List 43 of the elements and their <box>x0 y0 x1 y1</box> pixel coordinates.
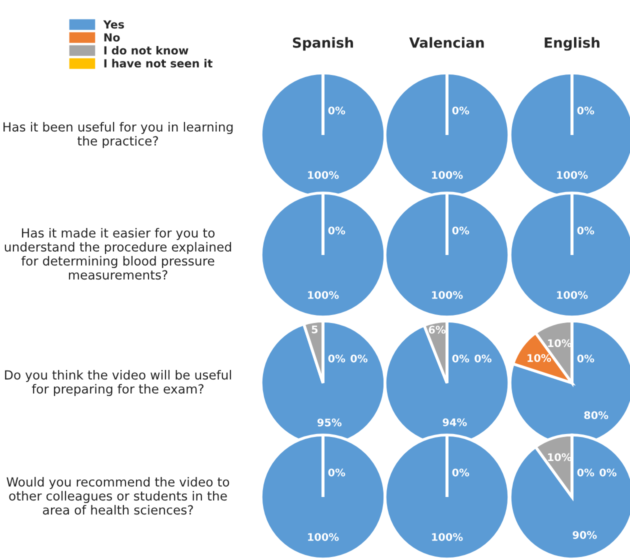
data-label: 100% <box>432 171 463 179</box>
data-label: 80% <box>584 411 608 420</box>
text: 0% <box>577 468 594 476</box>
data-label: 100% <box>557 171 588 179</box>
text: 0% <box>328 106 346 114</box>
data-label: 100% <box>308 171 339 179</box>
text: Would you recommend the video to other colleagues or students in the area of health sciences? <box>6 476 230 515</box>
data-label: 5 <box>312 326 318 334</box>
chart-title: Valencian <box>409 37 484 48</box>
data-label: 100% <box>308 533 339 541</box>
data-label: 10% <box>548 339 572 348</box>
text: 0% <box>577 106 594 114</box>
text: 0% <box>600 468 616 476</box>
data-label: 100% <box>432 533 463 541</box>
text: Do you think the video will be useful for preparing for the exam? <box>5 370 232 396</box>
text: 0% <box>350 354 368 362</box>
data-label: 10% <box>548 453 572 462</box>
legend-label: No <box>104 33 120 42</box>
text: Has it made it easier for you to understand the procedure explained for determining blood pressure measurements? <box>4 228 232 280</box>
text: 0% <box>452 354 470 362</box>
text: 0% <box>452 226 470 234</box>
text: 0% <box>577 354 594 362</box>
chart-title: English <box>544 37 600 51</box>
text: 0% <box>328 354 346 362</box>
text: Has it been useful for you in learning the practice? <box>3 122 233 148</box>
text: 0% <box>452 468 470 476</box>
data-label: 100% <box>432 291 463 299</box>
text: Spanish <box>292 37 353 51</box>
text: 0% <box>452 106 470 114</box>
legend-label: I do not know <box>104 46 188 55</box>
data-label: 94% <box>442 418 467 426</box>
legend-label: Yes <box>103 20 124 29</box>
text: 0% <box>474 354 492 362</box>
data-label: 100% <box>557 291 588 299</box>
legend-label: I have not seen it <box>104 58 212 68</box>
data-label: 10% <box>528 354 552 362</box>
data-label: 100% <box>308 291 339 299</box>
text: 0% <box>328 226 346 234</box>
data-label: 6% <box>428 326 446 334</box>
text: 0% <box>577 226 594 234</box>
text: 0% <box>328 468 346 476</box>
data-label: 90% <box>572 531 597 539</box>
data-label: 95% <box>317 418 342 426</box>
